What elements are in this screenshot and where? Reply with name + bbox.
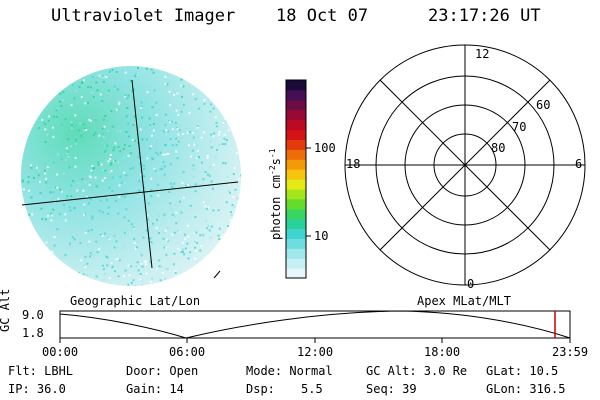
colorbar bbox=[285, 79, 311, 279]
colorbar-band bbox=[286, 169, 306, 180]
altitude-xtick-0000: 00:00 bbox=[42, 345, 79, 359]
colorbar-band bbox=[286, 159, 306, 170]
longitude-line bbox=[131, 79, 153, 269]
colorbar-band bbox=[286, 188, 306, 200]
status-filter: Flt: LBHL bbox=[8, 364, 74, 378]
altitude-ytick-top: 9.0 bbox=[22, 308, 44, 322]
status-gain: Gain: 14 bbox=[126, 382, 184, 396]
altitude-curve bbox=[59, 310, 571, 339]
mlt-label-0: 0 bbox=[467, 277, 475, 291]
colorbar-band bbox=[286, 258, 306, 269]
status-gc-alt: GC Alt: 3.0 Re bbox=[366, 364, 468, 378]
altitude-plot bbox=[59, 310, 571, 343]
altitude-ytick-bottom: 1.8 bbox=[22, 326, 44, 340]
colorbar-band bbox=[286, 179, 306, 190]
imager-title: Ultraviolet Imager bbox=[51, 6, 236, 26]
mlat-label-80: 80 bbox=[491, 141, 506, 155]
polar-plot bbox=[344, 44, 586, 286]
altitude-xtick-2359: 23:59 bbox=[552, 345, 589, 359]
status-glat: GLat: 10.5 bbox=[486, 364, 559, 378]
altitude-ylabel: GC Alt bbox=[0, 288, 12, 332]
colorbar-band bbox=[286, 228, 306, 239]
altitude-xtick-1800: 18:00 bbox=[424, 345, 461, 359]
altitude-xtick-0600: 06:00 bbox=[169, 345, 206, 359]
status-mode: Mode: Normal bbox=[246, 364, 333, 378]
geographic-label: Geographic Lat/Lon bbox=[70, 294, 201, 308]
status-door: Door: Open bbox=[126, 364, 199, 378]
mlt-label-18: 18 bbox=[346, 157, 361, 171]
status-dsp-label: Dsp: bbox=[246, 382, 275, 396]
altitude-xtick-1200: 12:00 bbox=[297, 345, 334, 359]
colorbar-band bbox=[286, 139, 306, 150]
colorbar-band bbox=[286, 268, 306, 279]
colorbar-band bbox=[286, 248, 306, 259]
colorbar-band bbox=[286, 218, 306, 230]
image-time: 23:17:26 UT bbox=[428, 6, 541, 26]
colorbar-band bbox=[286, 238, 306, 249]
earth-disk-image bbox=[21, 66, 241, 286]
colorbar-band bbox=[286, 89, 306, 101]
colorbar-band bbox=[286, 149, 306, 160]
colorbar-band bbox=[286, 119, 306, 131]
status-dsp-value: 5.5 bbox=[301, 382, 323, 396]
colorbar-unit-label: photon cm-2s-1 bbox=[268, 148, 283, 240]
image-date: 18 Oct 07 bbox=[276, 6, 369, 26]
grid-tick bbox=[213, 270, 221, 279]
status-ip: IP: 36.0 bbox=[8, 382, 66, 396]
colorbar-band bbox=[286, 80, 306, 91]
apex-label: Apex MLat/MLT bbox=[417, 294, 511, 308]
colorbar-band bbox=[286, 109, 306, 121]
colorbar-band bbox=[286, 198, 306, 210]
mlt-label-12: 12 bbox=[475, 47, 490, 61]
status-glon: GLon: 316.5 bbox=[486, 382, 566, 396]
mlt-label-6: 6 bbox=[575, 157, 583, 171]
colorbar-band bbox=[286, 208, 306, 220]
colorbar-tick-100: 100 bbox=[314, 141, 336, 155]
status-seq: Seq: 39 bbox=[366, 382, 417, 396]
colorbar-tick-10: 10 bbox=[314, 229, 329, 243]
mlat-label-60: 60 bbox=[536, 98, 551, 112]
latitude-line bbox=[21, 181, 239, 206]
colorbar-band bbox=[286, 129, 306, 140]
mlat-label-70: 70 bbox=[512, 120, 527, 134]
colorbar-band bbox=[286, 99, 306, 111]
